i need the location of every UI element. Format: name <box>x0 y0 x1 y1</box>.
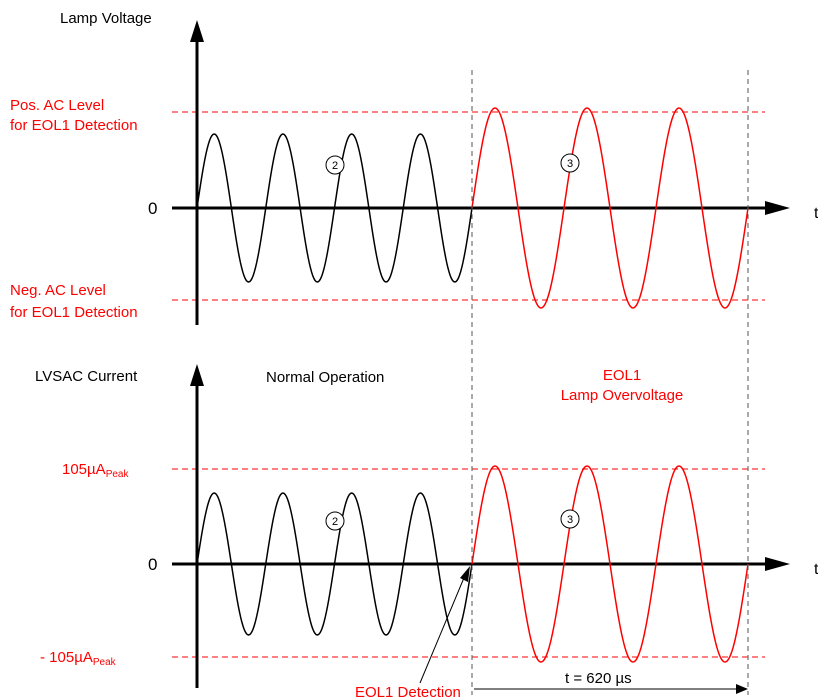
top-normal-marker: 2 <box>325 155 345 175</box>
bottom-x-axis-arrowhead <box>765 557 790 571</box>
bottom-pos-level-label: 105µAPeak <box>62 461 129 480</box>
bottom-eol-waveform <box>471 465 749 663</box>
bottom-normal-marker: 2 <box>325 511 345 531</box>
bottom-y-axis-label: LVSAC Current <box>35 368 138 385</box>
bottom-y-axis-arrowhead <box>190 364 204 386</box>
top-panel: Lamp Voltage t 0 Pos. AC Level for EOL1 … <box>10 10 818 325</box>
top-zero-label: 0 <box>148 199 157 218</box>
bottom-panel: LVSAC Current t 0 105µAPeak - 105µAPeak … <box>35 364 818 688</box>
top-pos-level-label-2: for EOL1 Detection <box>10 117 138 134</box>
top-y-axis-arrowhead <box>190 20 204 42</box>
top-y-axis-label: Lamp Voltage <box>60 10 152 27</box>
detection-pointer-arrowhead <box>460 566 470 582</box>
eol-region-label-2: Lamp Overvoltage <box>561 387 684 404</box>
eol1-detection-label: EOL1 Detection <box>355 684 461 700</box>
top-x-axis-arrowhead <box>765 201 790 215</box>
top-eol-waveform <box>471 107 749 309</box>
bottom-neg-level-label: - 105µAPeak <box>40 649 117 668</box>
svg-text:2: 2 <box>332 160 338 172</box>
eol-region-label-1: EOL1 <box>603 367 641 384</box>
bottom-normal-waveform <box>196 492 473 636</box>
top-neg-level-label-2: for EOL1 Detection <box>10 304 138 321</box>
duration-label: t = 620 µs <box>565 670 632 687</box>
top-x-axis-label: t <box>814 205 818 222</box>
svg-text:3: 3 <box>567 158 573 170</box>
bottom-eol-marker: 3 <box>560 509 580 529</box>
duration-arrowhead <box>736 684 748 694</box>
top-neg-level-label-1: Neg. AC Level <box>10 282 106 299</box>
svg-text:3: 3 <box>567 514 573 526</box>
top-pos-level-label-1: Pos. AC Level <box>10 97 104 114</box>
svg-text:2: 2 <box>332 516 338 528</box>
bottom-zero-label: 0 <box>148 555 157 574</box>
top-eol-marker: 3 <box>560 153 580 173</box>
bottom-x-axis-label: t <box>814 561 818 578</box>
detection-pointer-line <box>419 572 467 684</box>
top-normal-waveform <box>196 133 473 283</box>
normal-operation-label: Normal Operation <box>266 369 384 386</box>
